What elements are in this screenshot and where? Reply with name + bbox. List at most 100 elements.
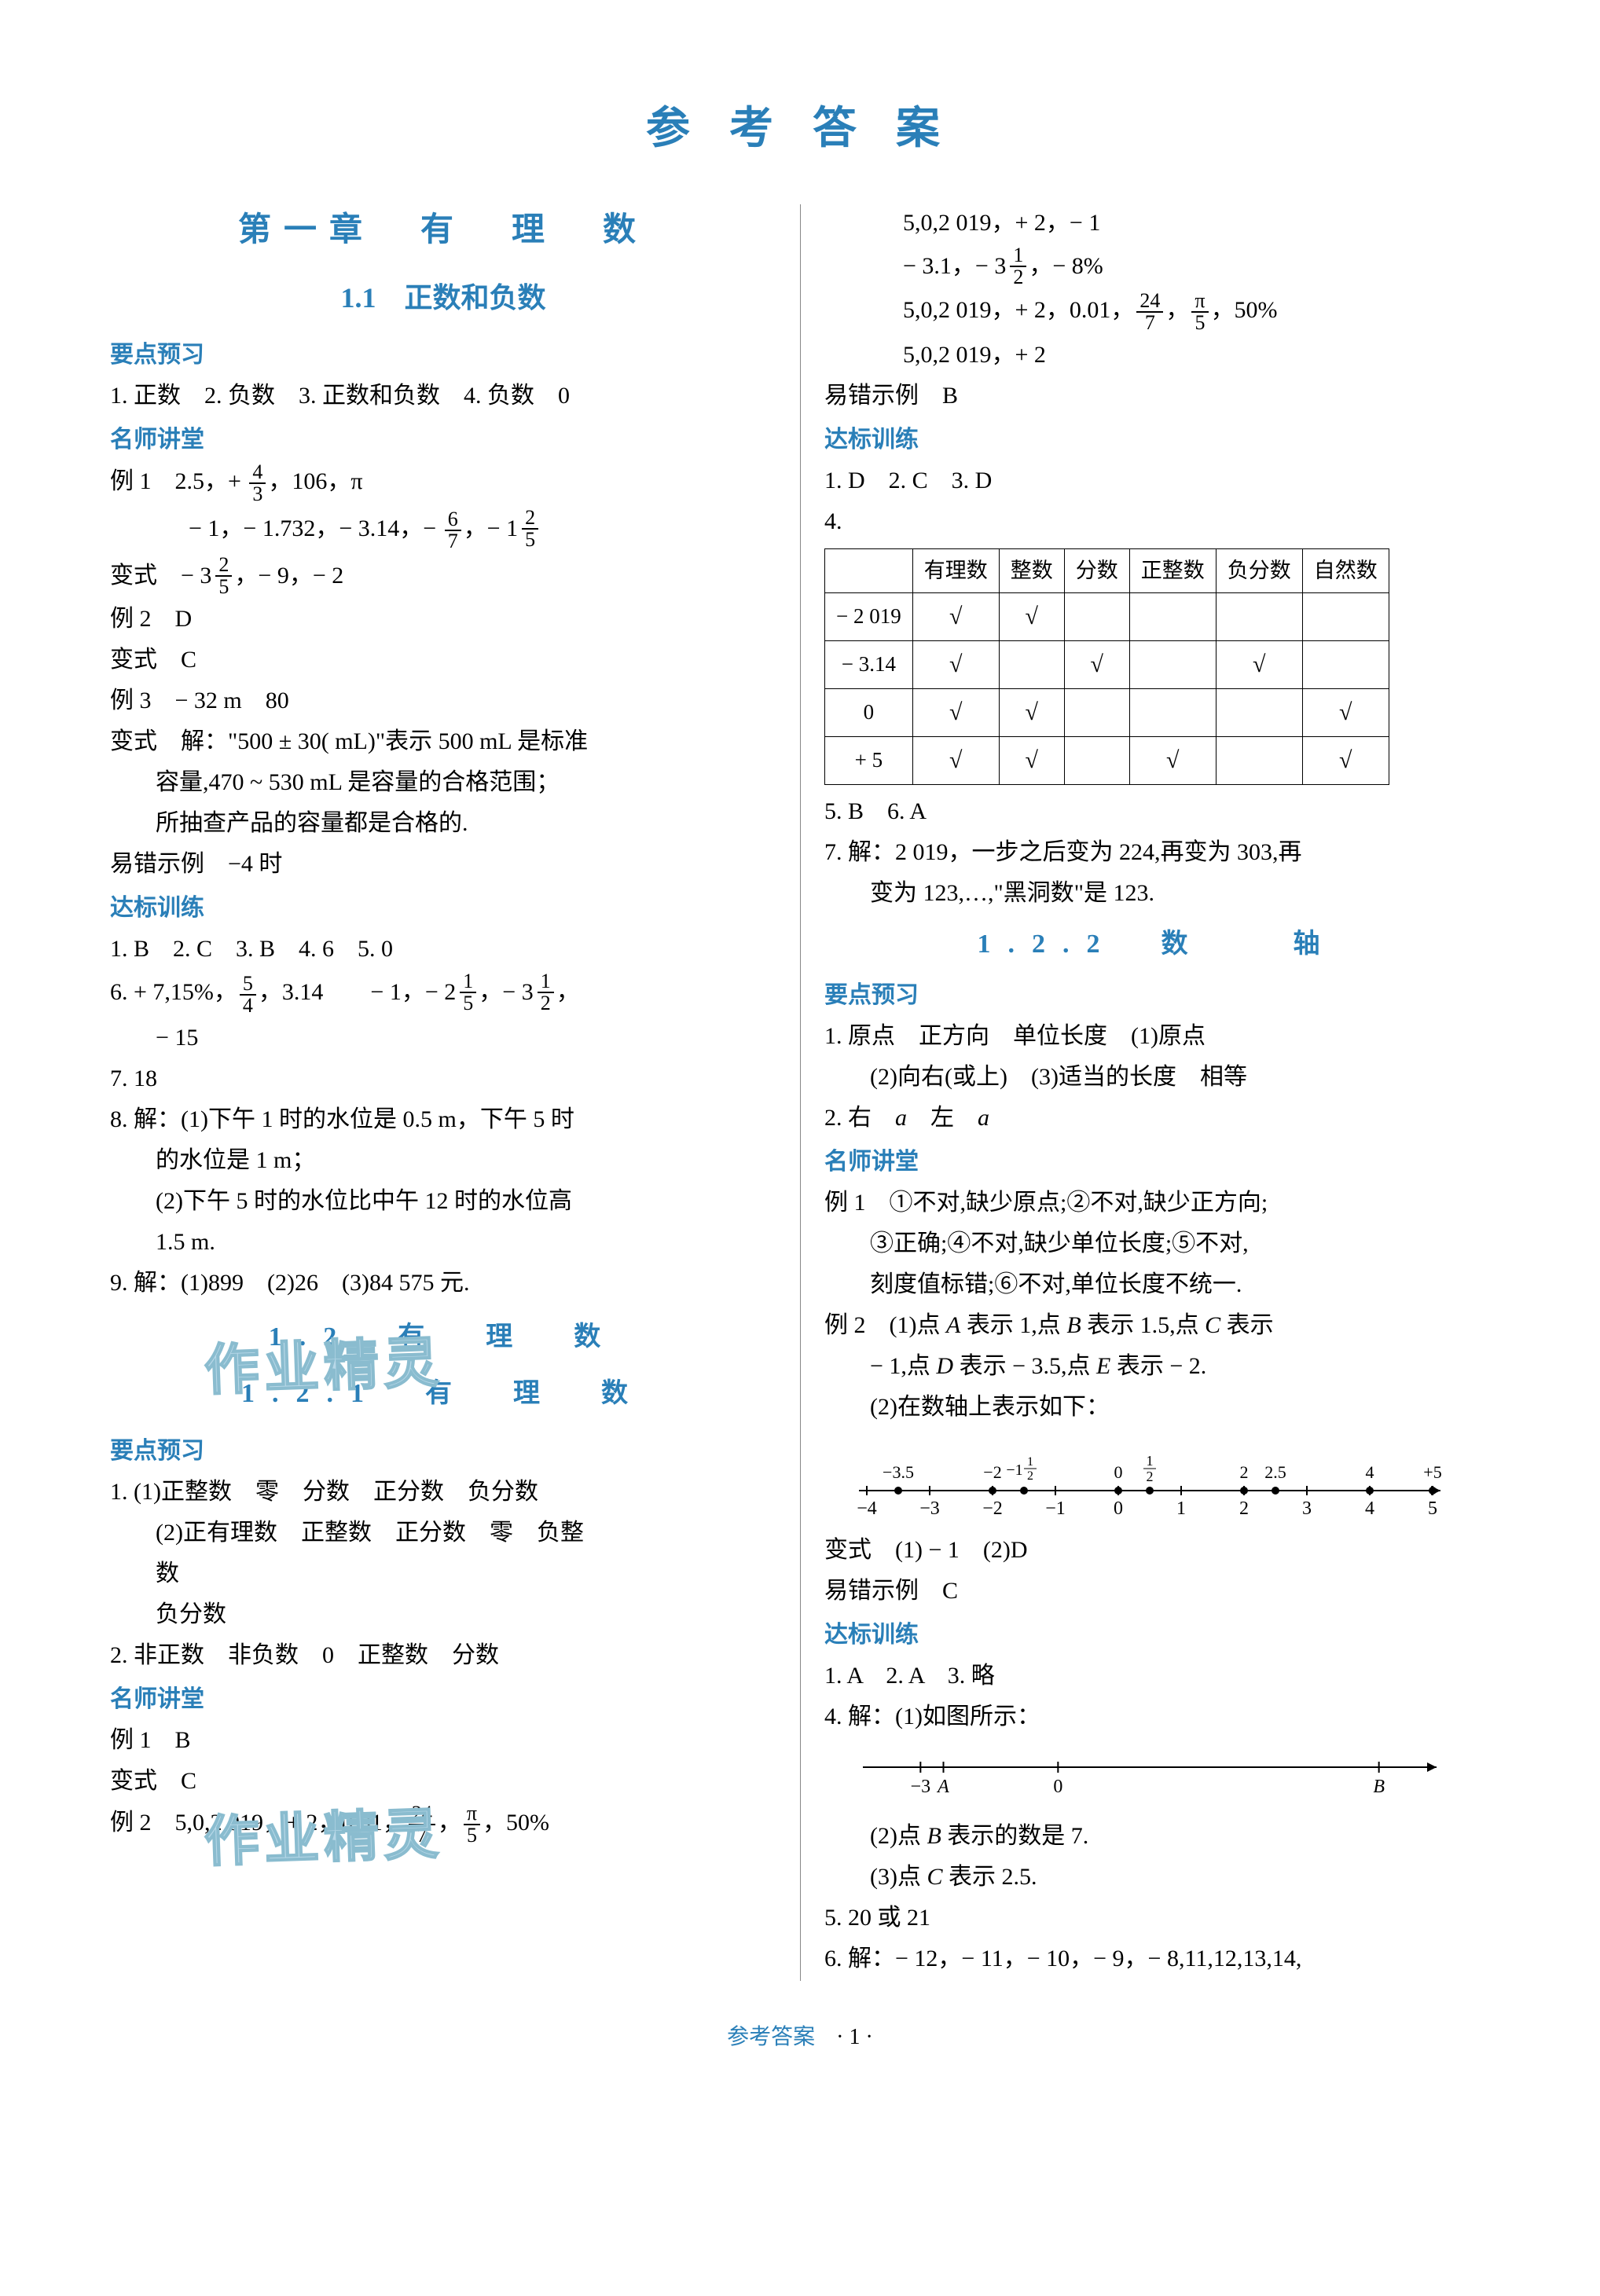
ex122-1c: 刻度值标错;⑥不对,单位长度不统一.: [824, 1266, 1490, 1304]
t122-4c: (3)点 C 表示 2.5.: [824, 1858, 1490, 1896]
svg-text:−4: −4: [857, 1498, 877, 1519]
table-cell: [999, 640, 1064, 688]
table-header: 分数: [1064, 548, 1129, 592]
main-title: 参 考 答 案: [110, 94, 1490, 165]
frac-5-4: 54: [240, 974, 256, 1016]
table-cell: [1302, 592, 1389, 640]
table-cell: [1129, 688, 1216, 736]
two-column-layout: 第一章 有 理 数 1.1 正数和负数 要点预习 1. 正数 2. 负数 3. …: [110, 204, 1490, 1982]
t4-r: 4.: [824, 503, 1490, 541]
table-cell: √: [1216, 640, 1302, 688]
t6a: 6. + 7,15%，: [110, 979, 237, 1005]
cont-d: 5,0,2 019，+ 2: [824, 336, 1490, 374]
example-1: 例 1 2.5，+ 43，106，π: [110, 462, 776, 504]
svg-text:1: 1: [1027, 1455, 1033, 1469]
table-header: 正整数: [1129, 548, 1216, 592]
table-header: [825, 548, 913, 592]
lecture-heading-12: 名师讲堂: [110, 1681, 776, 1718]
table-cell: √: [912, 688, 999, 736]
example-2: 例 2 D: [110, 600, 776, 638]
variant-3c: 所抽查产品的容量都是合格的.: [110, 805, 776, 842]
row-label: − 2 019: [825, 592, 913, 640]
t123-r: 1. D 2. C 3. D: [824, 462, 1490, 500]
train-1-5: 1. B 2. C 3. B 4. 6 5. 0: [110, 930, 776, 968]
train-8b: 的水位是 1 m；: [110, 1142, 776, 1179]
p12-1c: 数: [110, 1555, 776, 1593]
train-8a: 8. 解：(1)下午 1 时的水位是 0.5 m，下午 5 时: [110, 1101, 776, 1139]
cont-b: − 3.1，− 312，− 8%: [824, 245, 1490, 288]
section-1-2-1-title: 1.2.1 有 理 数: [110, 1373, 776, 1415]
ex1-l2a: − 1，− 1.732，− 3.14，−: [189, 515, 436, 541]
svg-text:0: 0: [1114, 1498, 1123, 1519]
ex122-1a: 例 1 ①不对,缺少原点;②不对,缺少正方向;: [824, 1184, 1490, 1222]
classification-table: 有理数整数分数正整数负分数自然数 − 2 019√√− 3.14√√√0√√√+…: [824, 548, 1389, 785]
t122-4a: 4. 解：(1)如图所示：: [824, 1698, 1490, 1736]
train-6e: − 15: [110, 1019, 776, 1057]
table-row: − 2 019√√: [825, 592, 1389, 640]
variant-3a: 变式 解："500 ± 30( mL)"表示 500 mL 是标准: [110, 723, 776, 761]
table-cell: [1129, 592, 1216, 640]
section-1-2-2-title: 1.2.2 数 轴: [824, 923, 1490, 966]
table-cell: √: [912, 592, 999, 640]
number-line-2: −3A0B: [843, 1745, 1490, 1808]
mixed-1-2-5: 125: [506, 508, 541, 550]
table-cell: √: [999, 592, 1064, 640]
variant-2: 变式 C: [110, 641, 776, 679]
table-cell: [1216, 688, 1302, 736]
svg-text:−3.5: −3.5: [883, 1462, 914, 1482]
cont-b2: ，− 8%: [1029, 253, 1103, 279]
table-cell: √: [999, 688, 1064, 736]
mixed-3-1-2-r: 312: [994, 245, 1029, 288]
frac-pi-5: π5: [464, 1803, 480, 1846]
ex12-2b: ，: [438, 1809, 461, 1835]
var12-1: 变式 C: [110, 1762, 776, 1800]
table-cell: [1216, 592, 1302, 640]
cont-a: 5,0,2 019，+ 2，− 1: [824, 204, 1490, 242]
svg-text:0: 0: [1114, 1462, 1123, 1482]
t6d: ，: [556, 979, 580, 1005]
footer-page: · 1 ·: [836, 2025, 873, 2049]
ex12-2c: ，50%: [483, 1809, 549, 1835]
mixed-3-2-5: 325: [200, 555, 234, 597]
frac-pi-5-r: π5: [1191, 291, 1208, 333]
frac-24-7: 247: [409, 1803, 435, 1846]
svg-text:4: 4: [1366, 1462, 1374, 1482]
err-example: 易错示例 −4 时: [110, 845, 776, 883]
table-cell: √: [999, 736, 1064, 784]
svg-text:2.5: 2.5: [1264, 1462, 1286, 1482]
cont-c2: ，: [1165, 296, 1189, 322]
t7b-r: 变为 123,…,"黑洞数"是 123.: [824, 875, 1490, 912]
mixed-2-1-5: 215: [444, 971, 479, 1014]
preview-heading: 要点预习: [110, 336, 776, 374]
err-r: 易错示例 B: [824, 377, 1490, 415]
p122-1a: 1. 原点 正方向 单位长度 (1)原点: [824, 1018, 1490, 1055]
ex122-1b: ③正确;④不对,缺少单位长度;⑤不对,: [824, 1225, 1490, 1263]
table-cell: [1064, 736, 1129, 784]
table-cell: [1302, 640, 1389, 688]
table-cell: √: [1302, 688, 1389, 736]
svg-text:−3: −3: [919, 1498, 940, 1519]
example-3: 例 3 − 32 m 80: [110, 682, 776, 720]
svg-text:1: 1: [1147, 1453, 1154, 1469]
frac-6-7: 67: [445, 509, 461, 552]
p122-2: 2. 右 a 左 a: [824, 1099, 1490, 1137]
left-column: 第一章 有 理 数 1.1 正数和负数 要点预习 1. 正数 2. 负数 3. …: [110, 204, 800, 1982]
train-heading-r: 达标训练: [824, 421, 1490, 459]
mixed-3-1-2: 312: [522, 971, 556, 1014]
table-cell: [1216, 736, 1302, 784]
train-7: 7. 18: [110, 1060, 776, 1098]
svg-text:3: 3: [1302, 1498, 1312, 1519]
err122: 易错示例 C: [824, 1572, 1490, 1610]
svg-text:−3: −3: [911, 1777, 931, 1797]
svg-text:5: 5: [1428, 1498, 1437, 1519]
svg-text:4: 4: [1365, 1498, 1374, 1519]
section-1-1-title: 1.1 正数和负数: [110, 276, 776, 321]
train-6: 6. + 7,15%，54，3.14 − 1，− 215，− 312，: [110, 971, 776, 1015]
ex122-2a: 例 2 (1)点 A 表示 1,点 B 表示 1.5,点 C 表示: [824, 1307, 1490, 1344]
svg-text:−1: −1: [1006, 1462, 1022, 1479]
p122-1b: (2)向右(或上) (3)适当的长度 相等: [824, 1058, 1490, 1096]
svg-text:0: 0: [1053, 1777, 1062, 1797]
row-label: + 5: [825, 736, 913, 784]
table-row: 0√√√: [825, 688, 1389, 736]
table-cell: √: [1129, 736, 1216, 784]
